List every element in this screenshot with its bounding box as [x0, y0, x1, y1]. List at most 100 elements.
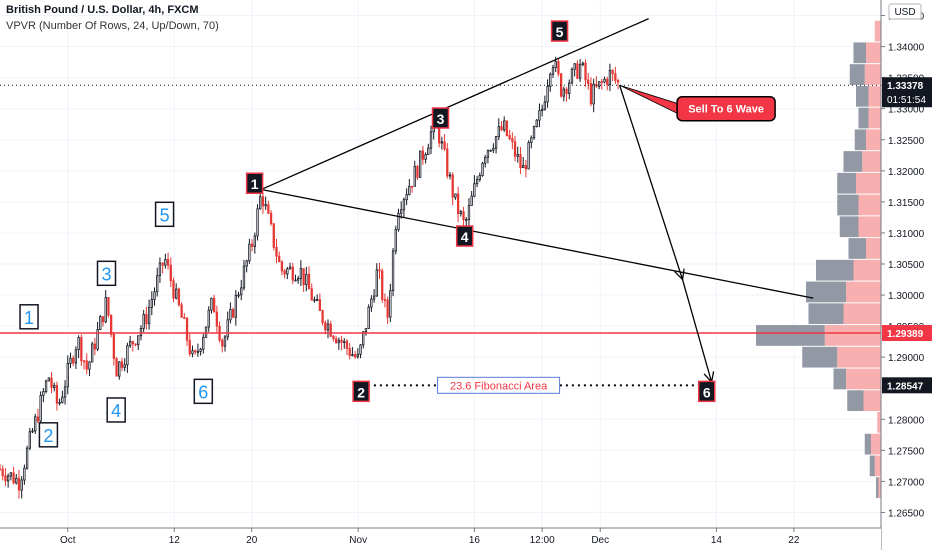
candle-body — [31, 430, 34, 433]
candle-body — [283, 270, 286, 275]
candle-body — [91, 343, 94, 363]
wave-label-dark[interactable]: 6 — [697, 380, 716, 403]
candle-body — [25, 447, 29, 469]
wave-label-dark[interactable]: 1 — [245, 172, 264, 194]
candle-body — [307, 273, 311, 290]
candle-body — [541, 108, 544, 111]
candle-body — [508, 135, 511, 139]
candle-body — [196, 350, 200, 353]
candle-body — [408, 185, 411, 196]
trendline[interactable] — [261, 18, 649, 191]
wave-label-blue[interactable]: 2 — [38, 422, 59, 448]
symbol-title: British Pound / U.S. Dollar, 4h, FXCM — [6, 4, 199, 16]
candle-body — [448, 174, 452, 177]
wave-label-box — [38, 422, 59, 448]
candle-body — [291, 266, 294, 281]
candle-body — [74, 349, 78, 364]
price-tick-label: 1.29000 — [888, 353, 925, 364]
candle-body — [475, 179, 479, 185]
volume-bar-down — [858, 194, 881, 216]
time-tick-label: Nov — [349, 535, 367, 546]
projection-arrow[interactable] — [681, 279, 712, 382]
candle-body — [44, 380, 48, 392]
candle-body — [532, 126, 536, 139]
candle-body — [557, 61, 560, 75]
currency-badge[interactable]: USD — [888, 3, 922, 20]
volume-bar-down — [874, 455, 881, 477]
candle-body — [256, 208, 259, 237]
sell-annotation[interactable]: Sell To 6 Wave — [619, 84, 776, 122]
candle-body — [353, 354, 357, 358]
projection-arrow[interactable] — [618, 85, 683, 279]
candle-body — [419, 150, 422, 178]
candle-body — [362, 331, 365, 346]
fibonacci-annotation[interactable]: 23.6 Fibonacci Area — [437, 376, 561, 394]
candle-body — [139, 327, 143, 337]
candle-body — [237, 294, 240, 297]
volume-profile — [756, 20, 881, 498]
candle-body — [400, 209, 403, 214]
candle-body — [576, 63, 579, 79]
wave-label-dark[interactable]: 3 — [431, 107, 450, 129]
wave-label-blue[interactable]: 3 — [96, 260, 117, 287]
candle-body — [112, 333, 116, 359]
candle-body — [554, 61, 557, 68]
candle-body — [245, 260, 248, 267]
price-axis[interactable]: 1.265001.270001.275001.280001.285001.290… — [880, 0, 932, 550]
time-tick-label: 12:00 — [530, 535, 555, 546]
candle-body — [606, 78, 609, 86]
candle-body — [85, 360, 88, 370]
candles — [0, 56, 620, 499]
candle-body — [603, 78, 606, 83]
candle-body — [61, 396, 64, 403]
wave-label-dark[interactable]: 2 — [352, 380, 370, 403]
wave-label-box — [154, 201, 175, 228]
volume-bar-down — [868, 85, 881, 107]
wave-label-blue[interactable]: 6 — [193, 378, 214, 405]
trendline[interactable] — [261, 188, 814, 299]
wave-label-number: 6 — [703, 384, 711, 400]
wave-label-blue[interactable]: 1 — [19, 304, 39, 330]
candle-body — [616, 79, 620, 83]
time-axis[interactable]: Oct 12 20 Nov 16 12:00 Dec 14 22 — [0, 527, 881, 550]
candle-body — [443, 141, 446, 150]
candle-body — [66, 362, 69, 388]
volume-bar-up — [858, 107, 869, 129]
wave-label-blue[interactable]: 4 — [106, 397, 126, 423]
time-tick-label: 20 — [246, 535, 258, 546]
candle-body — [172, 280, 175, 299]
volume-bar-down — [866, 238, 881, 259]
wave-label-box — [193, 378, 214, 405]
candle-body — [410, 185, 414, 188]
candle-body — [264, 204, 267, 207]
candle-body — [305, 273, 308, 286]
wave-label-blue[interactable]: 5 — [154, 201, 175, 228]
price-tick-label: 1.34000 — [888, 43, 925, 54]
wave-label-dark[interactable]: 5 — [550, 20, 569, 42]
candle-body — [101, 316, 105, 323]
candle-body — [329, 323, 332, 337]
candle-body — [204, 326, 208, 338]
candle-body — [465, 219, 468, 221]
price-tick-label: 1.31000 — [888, 229, 925, 240]
candle-body — [356, 353, 359, 358]
candle-body — [278, 255, 281, 263]
volume-bar-down — [877, 412, 881, 433]
price-tag-red-text: 1.29389 — [887, 329, 924, 340]
candle-body — [459, 211, 462, 214]
candle-body — [166, 259, 170, 266]
wave-label-dark[interactable]: 4 — [455, 225, 474, 247]
indicator-legend[interactable]: VPVR (Number Of Rows, 24, Up/Down, 70) — [6, 20, 219, 32]
candle-body — [259, 196, 262, 210]
candle-body — [538, 110, 541, 121]
candle-body — [175, 288, 178, 299]
volume-bar-up — [848, 238, 866, 259]
candle-body — [503, 120, 506, 131]
candle-body — [592, 83, 595, 105]
candle-body — [223, 336, 227, 347]
volume-bar-down — [853, 259, 881, 281]
candle-body — [104, 297, 107, 323]
candle-body — [194, 350, 197, 353]
candle-body — [334, 338, 338, 344]
